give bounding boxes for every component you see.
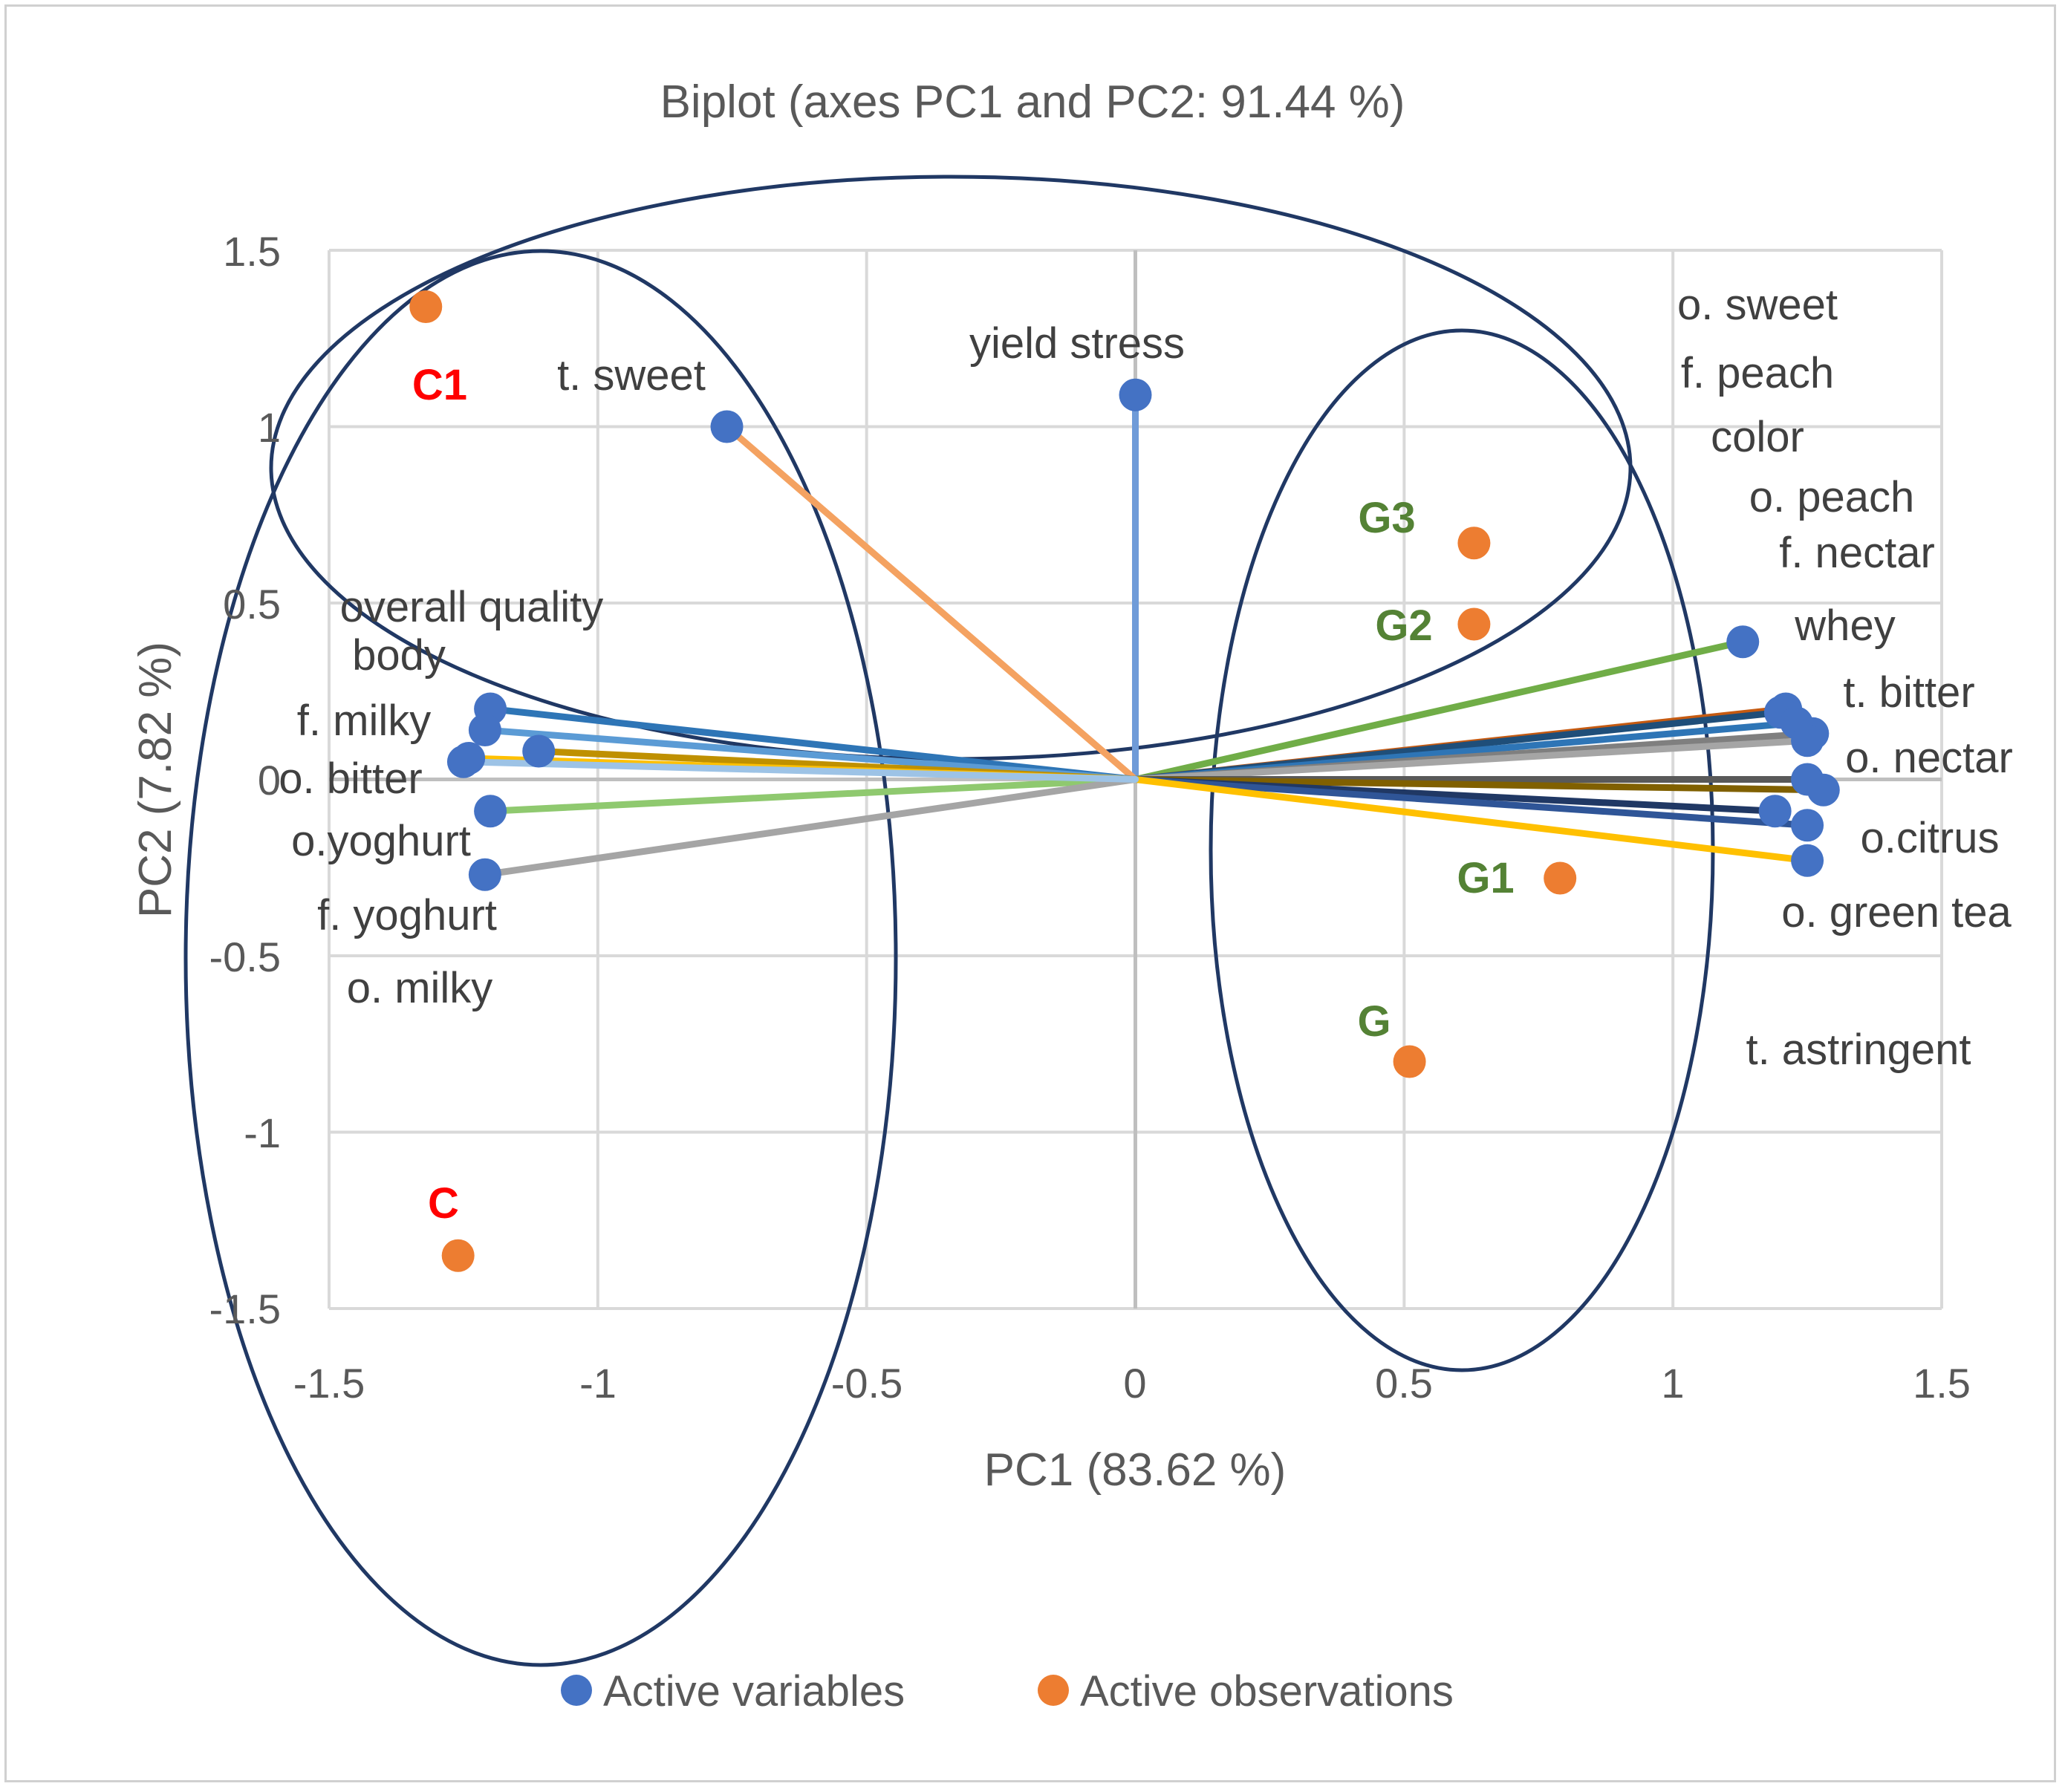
variable-point bbox=[522, 734, 556, 768]
observation-label: G1 bbox=[1457, 854, 1514, 902]
variable-label: yield stress bbox=[969, 319, 1185, 368]
variable-point bbox=[710, 410, 744, 443]
variable-vector bbox=[1132, 776, 1811, 829]
y-tick-label: 1 bbox=[258, 404, 281, 451]
observation-label: C1 bbox=[412, 361, 467, 409]
variable-label: t. sweet bbox=[557, 351, 706, 400]
variable-label: t. astringent bbox=[1746, 1026, 1971, 1074]
variable-vector bbox=[481, 776, 1139, 879]
variable-vector bbox=[723, 423, 1139, 783]
variable-point bbox=[446, 745, 480, 778]
variable-vector bbox=[1132, 776, 1811, 864]
legend-label-observations: Active observations bbox=[1080, 1667, 1454, 1716]
chart-frame bbox=[4, 4, 2056, 1782]
y-tick-label: 0.5 bbox=[223, 581, 281, 628]
y-tick-label: 1.5 bbox=[223, 228, 281, 275]
observation-label: G bbox=[1357, 997, 1391, 1046]
variable-label: f. nectar bbox=[1779, 529, 1935, 577]
variable-vector bbox=[487, 706, 1139, 783]
observation-label: G2 bbox=[1375, 602, 1432, 650]
variable-point bbox=[1791, 809, 1824, 842]
variable-vector bbox=[1132, 737, 1811, 783]
x-tick-label: 1.5 bbox=[1913, 1360, 1971, 1407]
variable-vector bbox=[487, 776, 1139, 815]
variable-label: o. peach bbox=[1749, 473, 1915, 521]
x-axis-title: PC1 (83.62 %) bbox=[984, 1444, 1287, 1496]
observation-point bbox=[441, 1239, 475, 1272]
variable-label: t. bitter bbox=[1843, 668, 1974, 717]
variable-label: o. nectar bbox=[1845, 734, 2013, 782]
observation-point bbox=[1393, 1045, 1426, 1078]
variable-point bbox=[1758, 795, 1792, 828]
variable-vector bbox=[1132, 638, 1746, 783]
variable-label: o. milky bbox=[347, 964, 493, 1012]
variable-vector bbox=[460, 758, 1139, 783]
variable-point bbox=[1726, 625, 1760, 659]
variable-label: o. bitter bbox=[279, 755, 422, 803]
legend: Active variables Active observations bbox=[561, 1667, 1454, 1716]
y-tick-label: -0.5 bbox=[209, 934, 282, 980]
variable-label: whey bbox=[1794, 602, 1895, 650]
y-tick-label: -1 bbox=[244, 1110, 281, 1156]
x-tick-label: 0.5 bbox=[1375, 1360, 1433, 1407]
legend-label-variables: Active variables bbox=[603, 1667, 905, 1716]
observation-point bbox=[1457, 607, 1491, 641]
variable-point bbox=[1807, 773, 1840, 807]
ellipse-right-group bbox=[1209, 328, 1715, 1372]
chart-title: Biplot (axes PC1 and PC2: 91.44 %) bbox=[660, 76, 1405, 128]
observation-label: G3 bbox=[1358, 494, 1415, 542]
variable-label: f. yoghurt bbox=[317, 891, 497, 939]
x-tick-label: 0 bbox=[1123, 1360, 1146, 1407]
variable-vector bbox=[1132, 776, 1827, 794]
variable-point bbox=[468, 858, 501, 891]
x-tick-label: -0.5 bbox=[831, 1360, 903, 1407]
x-tick-label: 1 bbox=[1661, 1360, 1684, 1407]
y-tick-label: 0 bbox=[258, 757, 281, 804]
legend-marker-observations bbox=[1038, 1675, 1069, 1706]
variable-point bbox=[1119, 378, 1152, 411]
observation-point bbox=[409, 290, 443, 323]
y-axis-title: PC2 (7.82 %) bbox=[130, 642, 181, 918]
variable-label: color bbox=[1711, 413, 1804, 461]
observation-point bbox=[1457, 527, 1491, 560]
variable-label: o.citrus bbox=[1861, 814, 2000, 862]
variable-point bbox=[468, 714, 501, 746]
observation-label: C bbox=[428, 1179, 459, 1228]
variable-label: body bbox=[352, 631, 446, 680]
variable-label: o. green tea bbox=[1781, 888, 2012, 936]
variable-label: o. sweet bbox=[1677, 281, 1838, 329]
variable-label: overall quality bbox=[340, 583, 604, 631]
x-tick-label: -1.5 bbox=[293, 1360, 365, 1407]
variable-point bbox=[474, 795, 507, 828]
variable-label: f. milky bbox=[297, 697, 431, 745]
variable-point bbox=[1791, 844, 1824, 877]
ellipse-left-group bbox=[183, 249, 898, 1667]
variable-point bbox=[1791, 724, 1824, 757]
y-tick-label: -1.5 bbox=[209, 1286, 282, 1332]
legend-marker-variables bbox=[561, 1675, 592, 1706]
variable-label: f. peach bbox=[1681, 349, 1834, 397]
observation-point bbox=[1544, 861, 1577, 895]
x-tick-label: -1 bbox=[579, 1360, 617, 1407]
variable-label: o.yoghurt bbox=[291, 817, 471, 865]
